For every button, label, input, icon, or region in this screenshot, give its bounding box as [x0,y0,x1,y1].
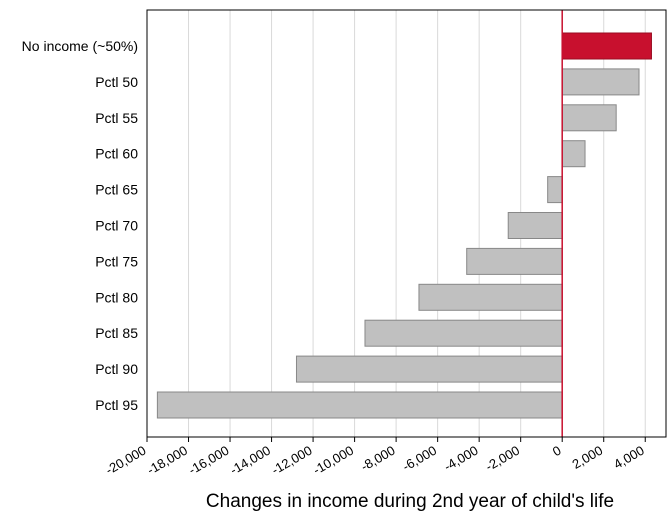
category-label: No income (~50%) [22,38,138,54]
category-label: Pctl 50 [95,74,138,90]
category-label: Pctl 55 [95,110,138,126]
bar [561,68,640,96]
category-label: Pctl 70 [95,218,138,234]
bar [561,140,586,168]
bar [156,391,563,419]
category-labels: No income (~50%) Pctl 50 Pctl 55 Pctl 60 Pct… [22,38,139,413]
bar [507,212,563,239]
category-label: Pctl 85 [95,325,138,341]
bar [561,104,617,132]
bar [418,283,563,311]
bar [466,247,563,275]
category-label: Pctl 95 [95,397,138,413]
category-label: Pctl 60 [95,146,138,162]
plot-area-frame [146,9,667,438]
bar [364,319,563,347]
category-label: Pctl 90 [95,361,138,377]
category-label: Pctl 80 [95,289,138,305]
bar [295,355,563,383]
bar [561,32,652,60]
category-label: Pctl 65 [95,182,138,198]
bar [547,176,563,204]
category-label: Pctl 75 [95,253,138,269]
x-axis-title: Changes in income during 2nd year of chi… [206,491,614,512]
